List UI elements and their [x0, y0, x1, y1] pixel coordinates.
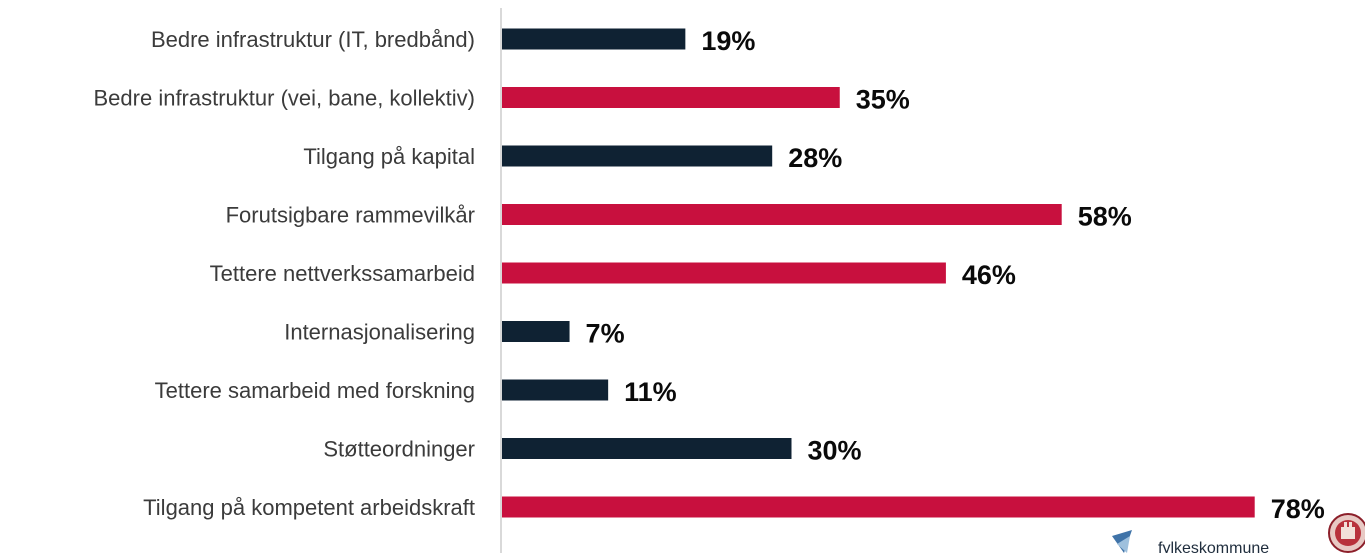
- logo-mark-light-icon: [1117, 536, 1130, 553]
- value-label: 46%: [962, 260, 1016, 290]
- category-label: Tilgang på kompetent arbeidskraft: [143, 495, 475, 520]
- value-labels: 19% 35% 28% 58% 46% 7% 11% 30% 78%: [586, 26, 1325, 524]
- value-label: 19%: [701, 26, 755, 56]
- category-label: Bedre infrastruktur (vei, bane, kollekti…: [94, 86, 476, 111]
- bar: [502, 496, 1255, 518]
- county-crest-icon: [1328, 513, 1365, 553]
- bar: [502, 28, 686, 50]
- logo-text: fylkeskommune: [1158, 540, 1269, 553]
- category-label: Tettere samarbeid med forskning: [155, 378, 475, 403]
- bar: [502, 321, 570, 342]
- bar: [502, 204, 1062, 225]
- bar: [502, 262, 946, 284]
- bar: [502, 145, 773, 167]
- category-label: Forutsigbare rammevilkår: [226, 203, 475, 228]
- bar: [502, 87, 840, 108]
- category-labels: Bedre infrastruktur (IT, bredbånd) Bedre …: [94, 27, 476, 520]
- bars: [502, 28, 1255, 518]
- category-label: Tettere nettverkssamarbeid: [210, 261, 475, 286]
- value-label: 7%: [586, 319, 625, 349]
- county-logo: fylkeskommune: [1112, 513, 1365, 553]
- value-label: 58%: [1078, 202, 1132, 232]
- bar: [502, 379, 609, 401]
- category-label: Bedre infrastruktur (IT, bredbånd): [151, 27, 475, 52]
- value-label: 28%: [788, 143, 842, 173]
- category-label: Internasjonalisering: [284, 320, 475, 345]
- value-label: 78%: [1271, 494, 1325, 524]
- value-label: 30%: [808, 436, 862, 466]
- value-label: 11%: [624, 377, 677, 407]
- bar: [502, 438, 792, 459]
- category-label: Tilgang på kapital: [303, 144, 475, 169]
- value-label: 35%: [856, 85, 910, 115]
- category-label: Støtteordninger: [323, 437, 475, 462]
